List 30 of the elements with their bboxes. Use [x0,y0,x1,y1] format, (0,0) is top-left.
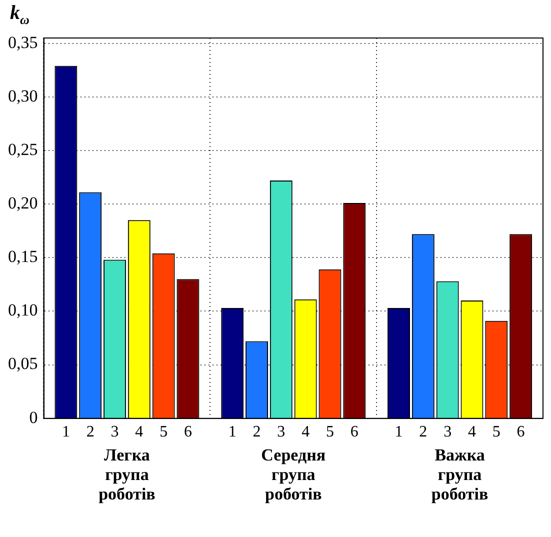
series-label: 1 [62,424,70,441]
series-label: 2 [86,424,94,441]
y-tick-label: 0,15 [8,247,38,266]
text: 3 [444,424,452,441]
x-tick-label: Важка група роботів [431,446,488,504]
y-tick-label: 0,05 [8,354,38,374]
y-tick-label: 0,25 [8,140,38,159]
series-label: 4 [135,424,144,441]
text: 5 [492,424,500,441]
y-tick-label: 0,20 [8,194,38,213]
y-axis-title: k$_{ω}$ [10,2,30,28]
text: 3 [277,424,286,441]
x-tick-label: Легка група роботів [98,446,156,504]
series-label: 6 [184,424,192,441]
y-tick-label: 0,35 [8,32,38,52]
text: 6 [350,424,358,441]
y-tick-label: 0 [29,408,38,427]
text: 1 [228,424,236,441]
text: 5 [326,424,334,441]
x-tick-label: Середня група роботів [261,446,326,504]
text: 1 [394,424,403,441]
series-label: 5 [160,424,168,441]
text: 2 [252,424,261,441]
text: 4 [468,424,476,441]
y-tick-label: 0,10 [8,300,38,320]
series-label: 3 [110,424,119,441]
text: 6 [516,424,525,441]
y-tick-label: 0,30 [8,86,38,106]
text: 2 [419,424,428,441]
text: 4 [302,424,310,441]
